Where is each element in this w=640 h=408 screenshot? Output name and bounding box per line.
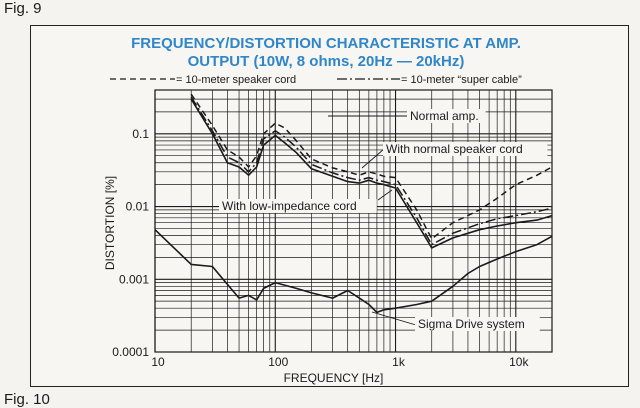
- x-axis-label: FREQUENCY [Hz]: [284, 371, 384, 385]
- x-tick-label: 10k: [509, 355, 529, 369]
- x-tick-label: 100: [268, 355, 288, 369]
- annotation-with-normal-speaker-cord: With normal speaker cord: [386, 142, 523, 156]
- series-lines: [154, 93, 553, 314]
- annotation-bg-with-normal-speaker-cord: [383, 142, 548, 156]
- annotation-leader-sigma-drive-system: [371, 311, 417, 326]
- annotation-leader-with-normal-speaker-cord: [361, 148, 385, 169]
- legend: = 10-meter speaker cord = 10-meter “super…: [110, 74, 522, 86]
- tick-labels: 10 100 1k 10k 0.1 0.01 0.001 0.0001: [112, 127, 529, 369]
- annotations: Normal amp. With normal speaker cord With …: [219, 109, 548, 331]
- series-line-with-normal-speaker-cord: [190, 96, 553, 246]
- x-tick-label: 10: [151, 355, 165, 369]
- series-line-with-low-impedance-cord: [190, 98, 553, 249]
- series-line-normal-amp: [190, 93, 553, 240]
- y-axis-label: DISTORTION [%]: [103, 176, 117, 270]
- annotation-with-low-impedance-cord: With low-impedance cord: [222, 199, 357, 213]
- figure-label-top: Fig. 9: [4, 0, 42, 17]
- chart-title: FREQUENCY/DISTORTION CHARACTERISTIC AT A…: [131, 35, 521, 52]
- annotation-normal-amp: Normal amp.: [410, 109, 479, 123]
- y-tick-label: 0.0001: [112, 345, 149, 359]
- annotation-sigma-drive-system: Sigma Drive system: [418, 317, 525, 331]
- x-tick-label: 1k: [392, 355, 406, 369]
- legend-entry-dashdot: = 10-meter “super cable”: [401, 74, 522, 86]
- annotation-bg-sigma-drive-system: [415, 317, 540, 331]
- annotation-bg-with-low-impedance-cord: [219, 199, 377, 213]
- annotation-bg-normal-amp: [407, 109, 486, 123]
- chart-subtitle: OUTPUT (10W, 8 ohms, 20Hz — 20kHz): [188, 53, 465, 70]
- y-tick-label: 0.1: [132, 127, 149, 141]
- y-tick-label: 0.001: [119, 272, 149, 286]
- annotation-leader-with-low-impedance-cord: [377, 189, 393, 201]
- plot-border: [154, 89, 553, 353]
- y-tick-label: 0.01: [126, 200, 150, 214]
- legend-entry-dashed: = 10-meter speaker cord: [176, 74, 296, 86]
- figure-label-bottom: Fig. 10: [4, 391, 50, 408]
- series-line-sigma-drive-system: [154, 229, 553, 314]
